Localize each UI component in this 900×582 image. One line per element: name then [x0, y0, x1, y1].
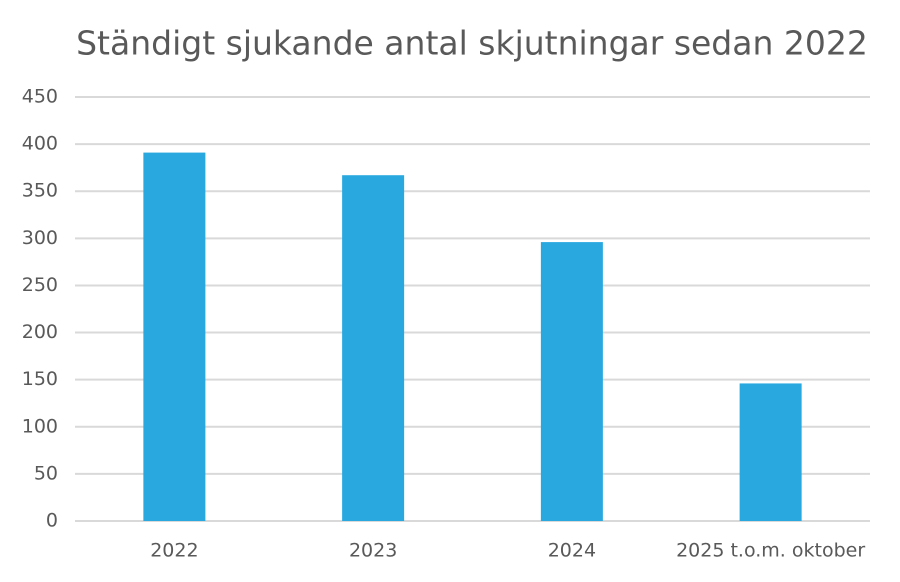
y-tick-label: 450 [22, 86, 58, 108]
x-tick-label: 2023 [349, 540, 397, 562]
x-tick-label: 2024 [548, 540, 596, 562]
x-tick-label: 2022 [150, 540, 198, 562]
y-tick-label: 50 [34, 462, 58, 484]
y-tick-label: 150 [22, 368, 58, 390]
y-tick-label: 400 [22, 133, 58, 155]
bar [540, 242, 603, 521]
bar [342, 175, 405, 521]
chart-title: Ständigt sjukande antal skjutningar seda… [76, 24, 868, 63]
y-tick-label: 300 [22, 227, 58, 249]
y-tick-label: 200 [22, 321, 58, 343]
y-tick-label: 250 [22, 274, 58, 296]
y-tick-label: 0 [46, 510, 58, 532]
y-tick-label: 100 [22, 415, 58, 437]
bar [739, 383, 802, 521]
y-tick-label: 350 [22, 180, 58, 202]
x-tick-label: 2025 t.o.m. oktober [676, 540, 865, 562]
bar [143, 152, 206, 521]
